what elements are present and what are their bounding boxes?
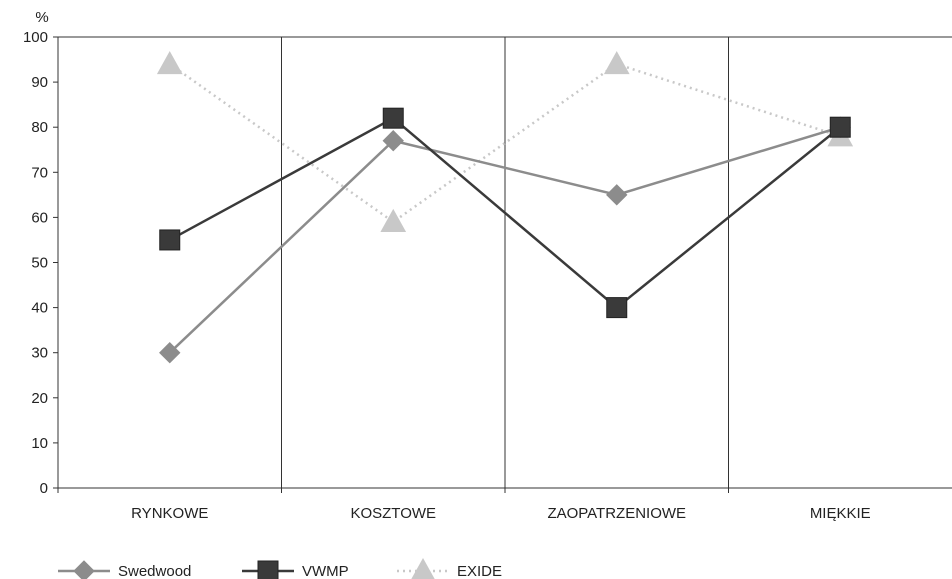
y-axis-unit-label: % xyxy=(35,9,48,26)
y-tick-label: 10 xyxy=(31,435,48,452)
x-tick-label: MIĘKKIE xyxy=(810,505,871,522)
x-tick-label: KOSZTOWE xyxy=(350,505,436,522)
legend-marker-swedwood xyxy=(73,560,95,579)
y-tick-label: 30 xyxy=(31,345,48,362)
legend: Swedwood VWMP EXIDE xyxy=(58,557,502,579)
data-point-vwmp xyxy=(829,116,851,138)
data-point-exide xyxy=(380,208,407,233)
data-point-swedwood xyxy=(382,130,404,152)
series-line-swedwood xyxy=(168,126,841,354)
data-point-exide xyxy=(156,51,183,75)
y-tick-label: 90 xyxy=(31,74,48,91)
data-point-vwmp xyxy=(382,107,404,129)
legend-label-swedwood: Swedwood xyxy=(118,563,191,579)
data-point-exide xyxy=(603,51,630,75)
legend-marker-exide xyxy=(411,557,435,579)
series-line-vwmp xyxy=(169,116,842,310)
y-tick-label: 70 xyxy=(31,164,48,181)
legend-label-vwmp: VWMP xyxy=(302,563,349,579)
legend-marker-vwmp xyxy=(257,560,279,579)
y-tick-label: 100 xyxy=(23,29,48,46)
data-point-swedwood xyxy=(159,341,181,364)
y-tick-label: 0 xyxy=(40,480,48,497)
data-point-swedwood xyxy=(606,184,628,206)
legend-label-exide: EXIDE xyxy=(457,563,502,579)
data-point-vwmp xyxy=(159,229,181,251)
y-tick-label: 60 xyxy=(31,209,48,226)
x-tick-label: ZAOPATRZENIOWE xyxy=(547,505,686,522)
y-tick-label: 80 xyxy=(31,119,48,136)
y-tick-label: 50 xyxy=(31,255,48,272)
y-tick-label: 20 xyxy=(31,390,48,407)
data-point-vwmp xyxy=(606,297,628,319)
x-tick-label: RYNKOWE xyxy=(131,505,208,522)
y-tick-label: 40 xyxy=(31,300,48,317)
